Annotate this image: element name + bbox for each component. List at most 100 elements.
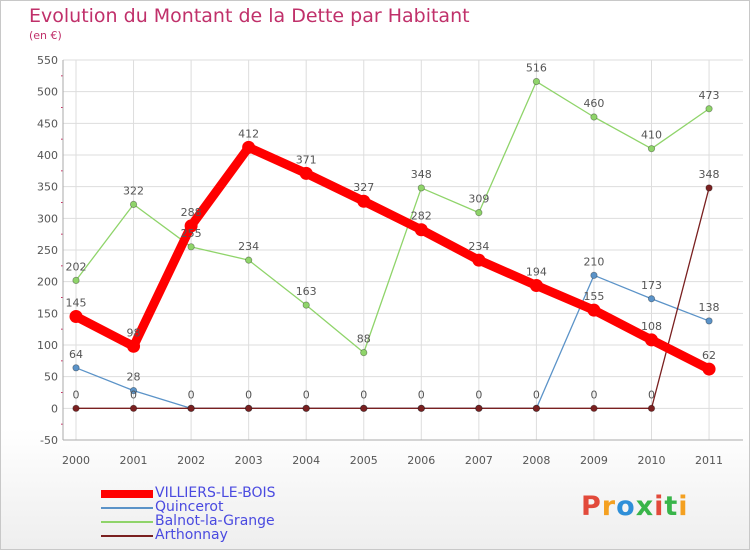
y-tick-label: 50 <box>44 371 58 384</box>
data-point-2 <box>475 209 483 217</box>
data-point-0 <box>414 223 428 237</box>
legend-label: Balnot-la-Grange <box>155 513 275 529</box>
data-label-1: 0 <box>303 388 310 401</box>
x-tick-label: 2005 <box>350 454 378 467</box>
data-label-3: 0 <box>73 388 80 401</box>
y-tick-label: 350 <box>37 181 58 194</box>
data-label-2: 309 <box>468 193 489 206</box>
logo-letter: t <box>664 491 679 522</box>
data-label-0: 194 <box>526 265 547 278</box>
data-label-2: 516 <box>526 62 547 75</box>
logo-letter: i <box>654 491 665 522</box>
logo-letter: r <box>601 491 617 522</box>
data-point-0 <box>472 253 486 267</box>
data-point-3 <box>475 404 483 412</box>
legend-label: Arthonnay <box>155 527 228 543</box>
data-label-2: 348 <box>411 168 432 181</box>
y-tick-label: 400 <box>37 149 58 162</box>
data-label-0: 108 <box>641 320 662 333</box>
x-tick-label: 2002 <box>177 454 205 467</box>
data-label-3: 0 <box>130 388 137 401</box>
data-label-2: 473 <box>699 89 720 102</box>
grid-lines <box>63 59 743 441</box>
data-point-3 <box>187 404 195 412</box>
x-tick-label: 2004 <box>292 454 320 467</box>
proxiti-logo: Proxiti <box>581 491 689 522</box>
x-tick-label: 2001 <box>120 454 148 467</box>
data-label-0: 145 <box>66 297 87 310</box>
data-point-3 <box>417 404 425 412</box>
data-label-1: 0 <box>360 388 367 401</box>
y-tick-label: 450 <box>37 117 58 130</box>
data-label-0: 371 <box>296 153 317 166</box>
y-tick-label: 550 <box>37 54 58 67</box>
data-point-1 <box>647 295 656 303</box>
y-tick-label: 200 <box>37 276 58 289</box>
data-point-2 <box>417 184 425 192</box>
y-tick-label: 250 <box>37 244 58 257</box>
data-label-1: 28 <box>127 371 141 384</box>
logo-letter: P <box>581 491 602 522</box>
legend-label: VILLIERS-LE-BOIS <box>155 485 276 501</box>
x-tick-label: 2011 <box>695 454 723 467</box>
data-point-1 <box>705 317 713 325</box>
data-point-3 <box>245 404 253 412</box>
legend-swatch <box>101 535 153 537</box>
data-point-3 <box>72 404 80 412</box>
x-tick-label: 2000 <box>62 454 90 467</box>
x-tick-label: 2010 <box>638 454 666 467</box>
y-tick-label: 150 <box>37 307 58 320</box>
x-tick-label: 2006 <box>407 454 435 467</box>
y-tick-label: -50 <box>40 434 58 447</box>
logo-letter: i <box>678 491 689 522</box>
data-point-0 <box>242 140 256 154</box>
y-tick-label: 500 <box>37 86 58 99</box>
data-label-2: 255 <box>181 227 202 240</box>
data-label-2: 88 <box>357 333 371 346</box>
data-label-0: 98 <box>127 326 141 339</box>
data-point-2 <box>72 276 80 284</box>
data-label-2: 163 <box>296 285 317 298</box>
y-tick-label: 0 <box>51 402 58 415</box>
data-label-2: 202 <box>66 260 87 273</box>
x-tick-labels: 2000 2001 2002 2003 2004 2005 2006 2007 2008 2009… <box>62 454 723 467</box>
series-points <box>69 77 716 412</box>
data-label-2: 234 <box>238 240 259 253</box>
data-point-2 <box>532 77 541 86</box>
data-label-1: 0 <box>188 388 195 401</box>
data-labels: 202 322 255 234 163 88 348 309 516 460 410 473 64 28 0… <box>66 62 720 402</box>
y-tick-labels: -50 0 50 100 150 200 250 300 350 400 450 500 550 <box>37 54 58 447</box>
data-label-1: 138 <box>699 301 720 314</box>
series-line-1 <box>75 274 710 409</box>
data-label-0: 282 <box>411 210 432 223</box>
legend-label: Quincerot <box>155 499 224 515</box>
data-label-0: 288 <box>181 206 202 219</box>
data-label-0: 155 <box>583 290 604 303</box>
x-tick-label: 2009 <box>580 454 608 467</box>
data-point-3 <box>590 404 598 412</box>
chart-title: Evolution du Montant de la Dette par Hab… <box>29 5 470 27</box>
y-tick-label: 100 <box>37 339 58 352</box>
series-line-0 <box>71 142 714 374</box>
data-point-0 <box>184 219 198 233</box>
data-label-1: 64 <box>69 348 83 361</box>
data-label-1: 210 <box>583 255 604 268</box>
data-point-2 <box>647 145 656 153</box>
data-point-0 <box>529 278 543 292</box>
data-point-2 <box>187 243 195 251</box>
data-point-2 <box>590 113 598 121</box>
data-label-0: 412 <box>238 127 259 140</box>
data-label-2: 460 <box>583 97 604 110</box>
legend-swatch <box>101 490 153 498</box>
chart-unit-label: (en €) <box>29 29 62 42</box>
data-point-3 <box>532 404 541 412</box>
data-point-0 <box>587 303 601 317</box>
x-tick-label: 2007 <box>465 454 493 467</box>
data-point-1 <box>129 386 138 395</box>
data-point-0 <box>299 166 313 180</box>
x-tick-label: 2008 <box>522 454 550 467</box>
x-tick-label: 2003 <box>235 454 263 467</box>
data-point-0 <box>357 194 371 208</box>
data-point-0 <box>127 339 141 353</box>
data-label-0: 234 <box>468 240 489 253</box>
